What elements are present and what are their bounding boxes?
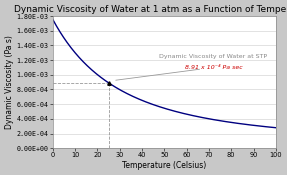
X-axis label: Temperature (Celsius): Temperature (Celsius) bbox=[122, 161, 206, 170]
Text: Dynamic Viscosity of Water at STP: Dynamic Viscosity of Water at STP bbox=[159, 54, 267, 59]
Y-axis label: Dynamic Viscosity (Pa s): Dynamic Viscosity (Pa s) bbox=[5, 35, 14, 129]
Title: Dynamic Viscosity of Water at 1 atm as a Function of Temperature: Dynamic Viscosity of Water at 1 atm as a… bbox=[14, 5, 287, 14]
Text: 8.91 x 10⁻⁴ Pa sec: 8.91 x 10⁻⁴ Pa sec bbox=[185, 65, 242, 70]
